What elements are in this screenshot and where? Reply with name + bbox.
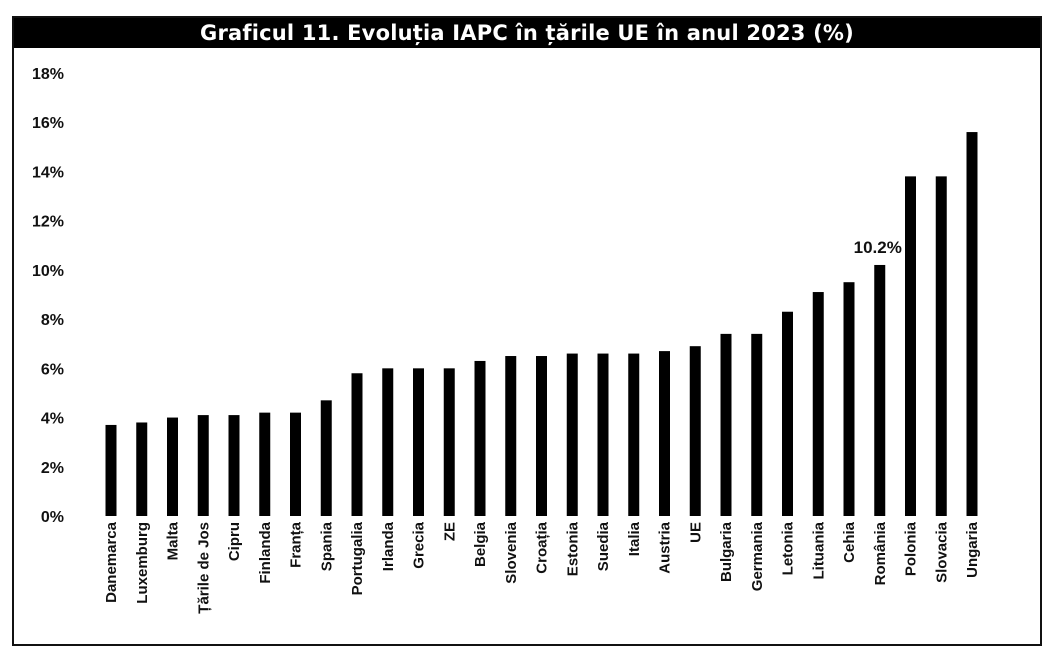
y-axis: 0% 2% 4% 6% 8% 10% 12% 14% 16% 18% [32,66,64,526]
bar [536,356,547,516]
x-tick-label: ZE [441,522,458,541]
y-tick-label: 12% [32,214,64,231]
bar [843,282,855,516]
x-tick-label: Ungaria [964,521,981,578]
bar [505,356,517,516]
y-tick-label: 0% [41,509,64,526]
x-tick-label: Belgia [472,521,489,567]
x-tick-label: Grecia [411,521,428,568]
bar [628,353,640,516]
y-tick-label: 8% [41,312,64,329]
bar [812,292,824,516]
bar [782,311,793,516]
bar [351,373,363,516]
x-tick-label: Portugalia [349,521,366,595]
x-tick-label: Cehia [841,521,858,563]
bar [259,412,271,516]
bar-chart: 0% 2% 4% 6% 8% 10% 12% 14% 16% 18% Danemarca Luxem… [32,66,981,614]
y-tick-label: 4% [41,411,64,428]
x-tick-label: Țările de Jos [195,522,212,614]
x-tick-label: Spania [318,521,335,571]
bar [136,422,148,516]
bar [659,351,670,516]
x-tick-label: Suedia [595,521,612,571]
bar [320,400,332,516]
y-tick-label: 10% [32,263,64,280]
bar [905,176,916,516]
annotations: 10.2% [854,238,902,257]
bar [566,353,578,516]
x-tick-label: Bulgaria [718,521,735,582]
x-tick-label: Polonia [903,521,920,576]
bar [197,415,209,516]
x-tick-label: Luxemburg [134,522,151,604]
bar [474,360,486,516]
bar [443,368,455,516]
bar [413,368,424,516]
y-tick-label: 6% [41,361,64,378]
bar [167,417,178,516]
x-tick-label: Cipru [226,522,243,561]
bar [966,132,978,517]
x-tick-label: Slovenia [503,521,520,583]
chart-title: Graficul 11. Evoluția IAPC în țările UE … [14,18,1040,48]
bar [105,424,117,516]
x-tick-label: Danemarca [103,521,120,603]
x-tick-label: România [872,521,889,585]
x-tick-label: Germania [749,521,766,591]
bar [874,264,886,516]
bar [228,415,240,516]
x-tick-label: UE [687,522,704,543]
x-tick-label: Franța [288,521,305,568]
x-axis: Danemarca Luxemburg Malta Țările de Jos Cipr… [103,521,981,613]
x-tick-label: Croația [534,521,551,573]
x-tick-label: Lituania [810,521,827,579]
y-tick-label: 2% [41,460,64,477]
x-tick-label: Austria [657,521,674,573]
x-tick-label: Slovacia [933,521,950,583]
bar [720,333,732,516]
x-tick-label: Italia [626,521,643,556]
x-tick-label: Estonia [564,521,581,576]
y-tick-label: 16% [32,115,64,132]
x-tick-label: Finlanda [257,521,274,583]
x-tick-label: Malta [165,521,182,560]
bar [290,412,301,516]
x-tick-label: Letonia [780,521,797,575]
bar [689,346,701,516]
data-label: 10.2% [854,238,902,257]
chart-frame: Graficul 11. Evoluția IAPC în țările UE … [12,16,1042,646]
y-tick-label: 14% [32,164,64,181]
bars [105,132,978,517]
bar [382,368,394,516]
bar [597,353,609,516]
y-tick-label: 18% [32,66,64,83]
bar [935,176,947,516]
bar [751,333,763,516]
x-tick-label: Irlanda [380,521,397,571]
